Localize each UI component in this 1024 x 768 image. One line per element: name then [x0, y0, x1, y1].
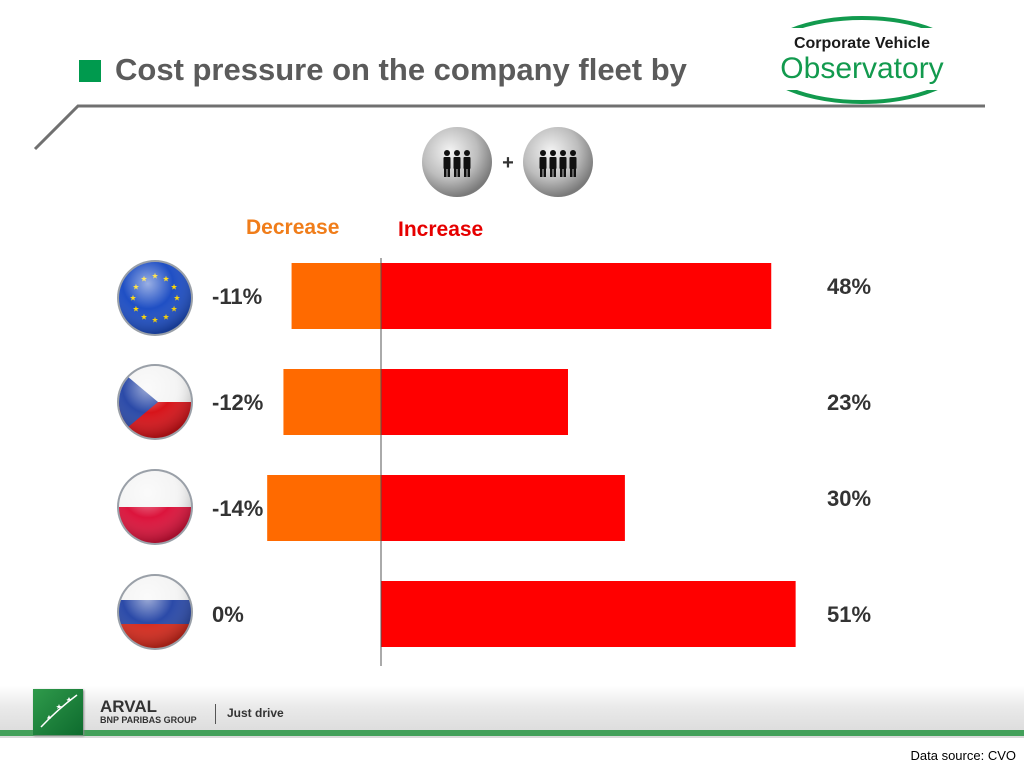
people-three-icon [422, 127, 492, 197]
bar-increase-czech [381, 369, 568, 435]
arval-tagline: Just drive [227, 706, 284, 720]
logo-line2: Observatory [780, 52, 943, 85]
flag-russia-icon [117, 574, 193, 650]
footer-green-stripe [0, 730, 1024, 736]
plus-sign: + [502, 152, 514, 174]
bar-decrease-poland [267, 475, 381, 541]
bar-increase-poland [381, 475, 625, 541]
label-decrease-eu: -11% [212, 284, 262, 309]
label-decrease-russia: 0% [212, 602, 244, 627]
people-four-icon [523, 127, 593, 197]
footer-bar [0, 686, 1024, 738]
title-bullet [79, 60, 101, 82]
flag-eu-icon [117, 260, 193, 336]
label-increase-czech: 23% [827, 390, 871, 415]
bar-increase-russia [381, 581, 796, 647]
legend-decrease: Decrease [246, 216, 340, 239]
footer-separator [215, 704, 216, 724]
label-increase-russia: 51% [827, 602, 871, 627]
arval-stars-logo-icon [33, 689, 83, 735]
label-decrease-czech: -12% [212, 390, 263, 415]
label-increase-eu: 48% [827, 274, 871, 299]
data-source: Data source: CVO [910, 748, 1017, 763]
people-icon-group: + [422, 127, 593, 197]
bar-increase-eu [381, 263, 772, 329]
bar-decrease-eu [291, 263, 381, 329]
page-title: Cost pressure on the company fleet by [115, 52, 687, 87]
logo-line1: Corporate Vehicle [794, 35, 930, 52]
legend-increase: Increase [398, 218, 484, 241]
flag-czech-icon [117, 364, 193, 440]
flag-poland-icon [117, 469, 193, 545]
diverging-bar-chart: -11% 48% -12% 23% -14% 30% 0% 51% [117, 258, 871, 666]
label-decrease-poland: -14% [212, 496, 263, 521]
label-increase-poland: 30% [827, 486, 871, 511]
cvo-logo: Corporate Vehicle Observatory [757, 16, 967, 104]
arval-group: BNP PARIBAS GROUP [100, 715, 197, 725]
bar-decrease-czech [283, 369, 381, 435]
arval-brand: ARVAL [100, 697, 157, 716]
